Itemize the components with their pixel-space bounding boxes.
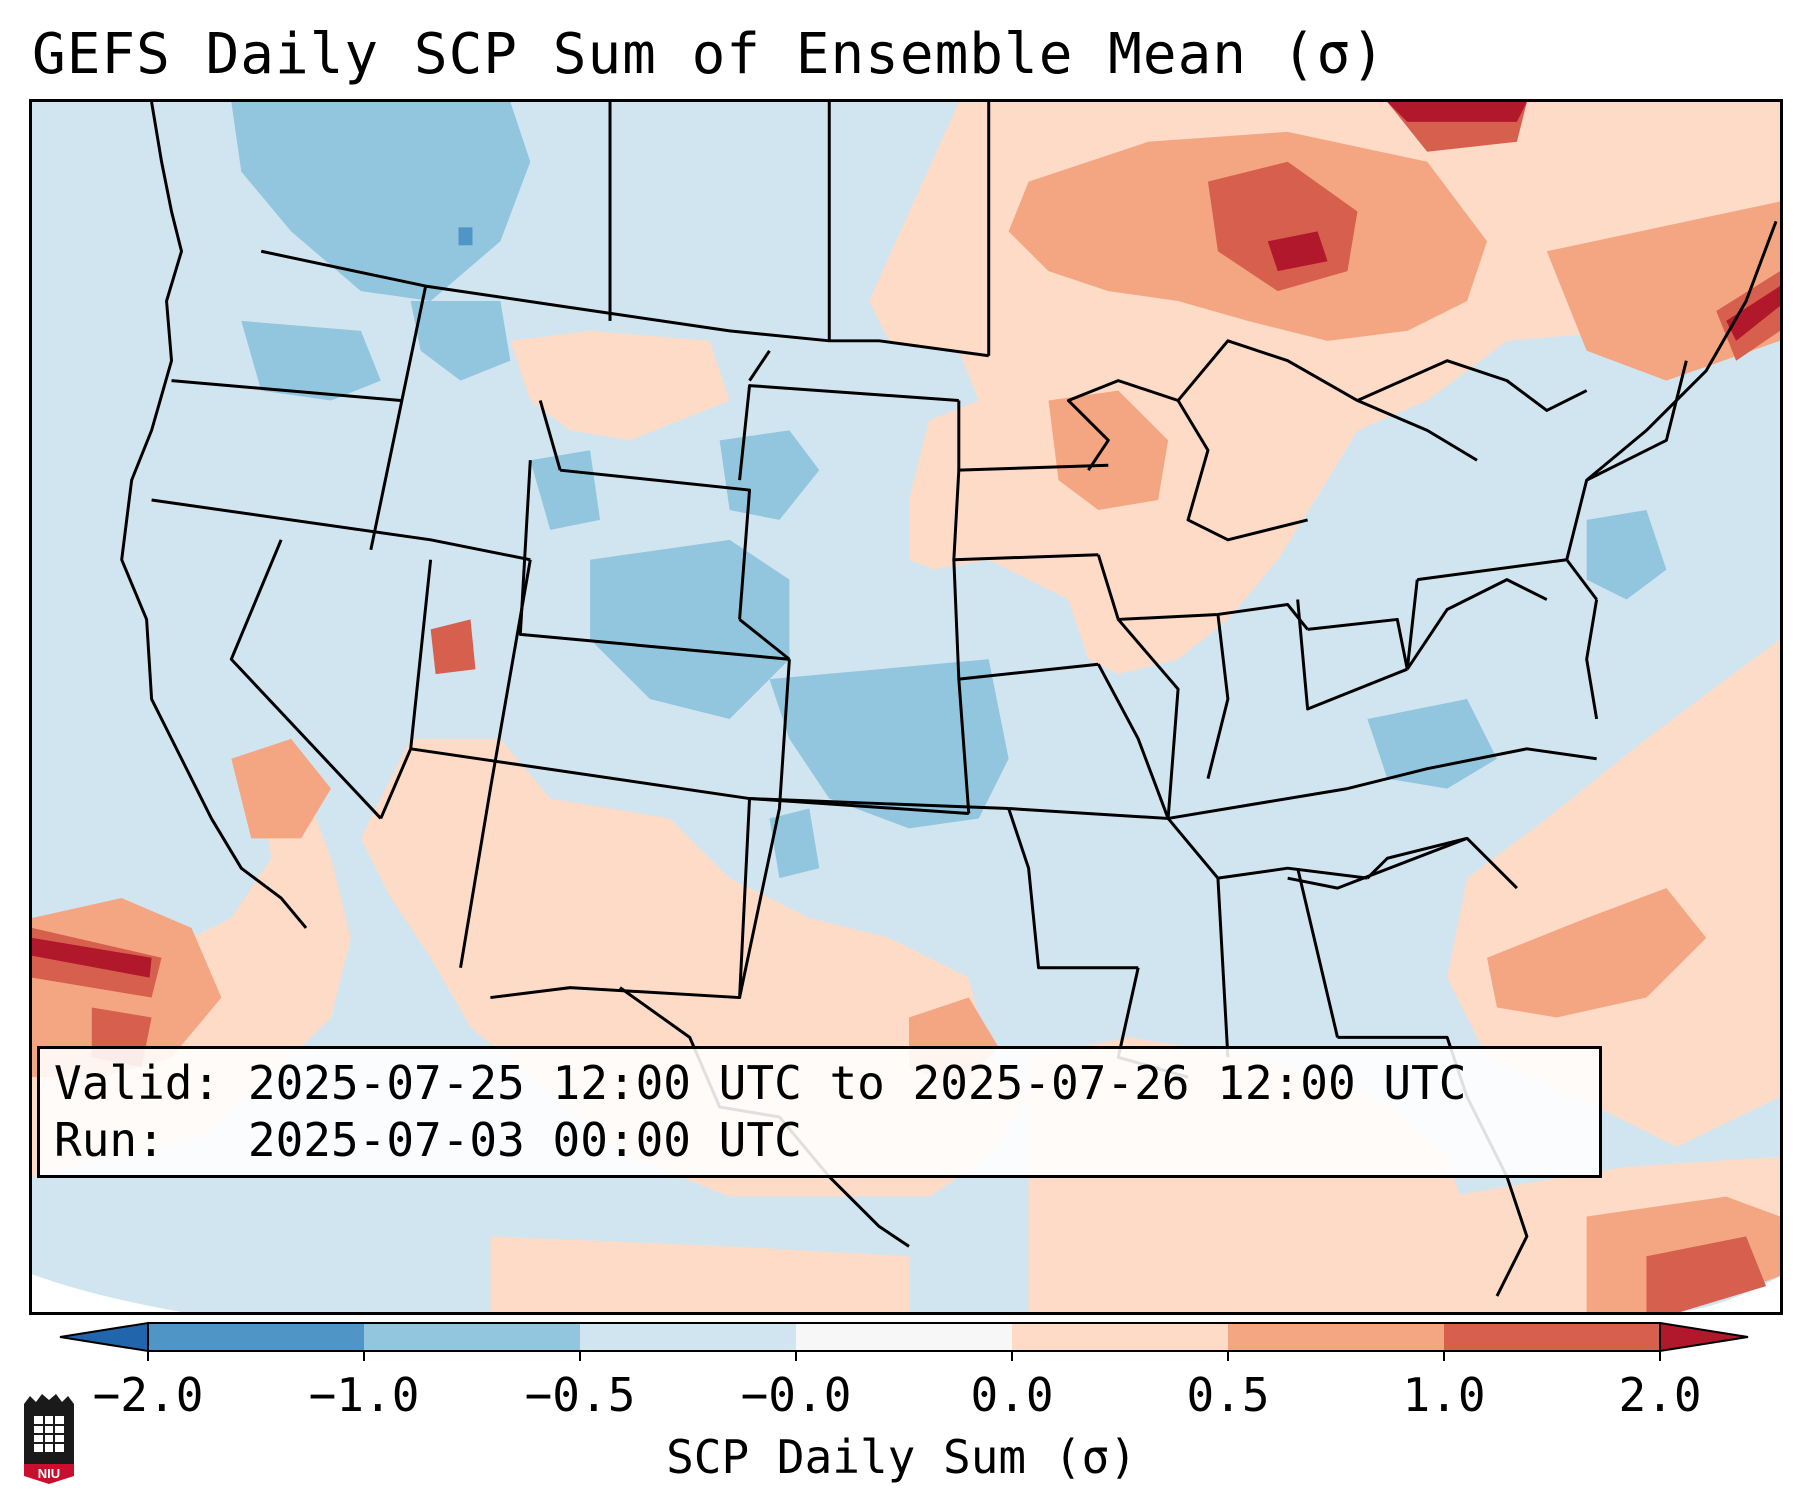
colorbar-bin [796,1323,1013,1351]
negative-anomaly-regions [231,102,1667,879]
map-title: GEFS Daily SCP Sum of Ensemble Mean (σ) [32,22,1386,87]
colorbar-tick-label: 0.0 [970,1368,1054,1422]
colorbar-tick-label: 0.5 [1186,1368,1270,1422]
colorbar-bin [580,1323,797,1351]
colorbar-tick-label: 2.0 [1618,1368,1702,1422]
extreme-positive-regions [32,102,1780,978]
valid-value: 2025-07-25 12:00 UTC to 2025-07-26 12:00… [247,1056,1467,1110]
colorbar-bin [364,1323,581,1351]
colorbar-tick-label: −2.0 [92,1368,204,1422]
run-label: Run: [54,1113,165,1167]
colorbar-bin [1444,1323,1661,1351]
niu-logo-text: NIU [38,1466,60,1481]
colorbar-bin [148,1323,365,1351]
colorbar-label: SCP Daily Sum (σ) [666,1430,1137,1484]
colorbar-tick-label: −1.0 [308,1368,420,1422]
colorbar-bin [1012,1323,1229,1351]
colorbar-tick-label: 1.0 [1402,1368,1486,1422]
colorbar [59,1321,1749,1361]
colorbar-extend-low [59,1321,149,1353]
strong-negative-regions [458,227,473,246]
political-boundaries [120,102,1778,1297]
run-value: 2025-07-03 00:00 UTC [247,1113,802,1167]
colorbar-tick-label: −0.0 [740,1368,852,1422]
valid-label: Valid: [54,1056,221,1110]
colorbar-extend-high [1659,1321,1749,1353]
colorbar-tick-label: −0.5 [524,1368,636,1422]
colorbar-bin [1228,1323,1445,1351]
niu-logo: NIU [24,1394,74,1484]
validity-info-box: Valid: 2025-07-25 12:00 UTC to 2025-07-2… [37,1046,1602,1178]
